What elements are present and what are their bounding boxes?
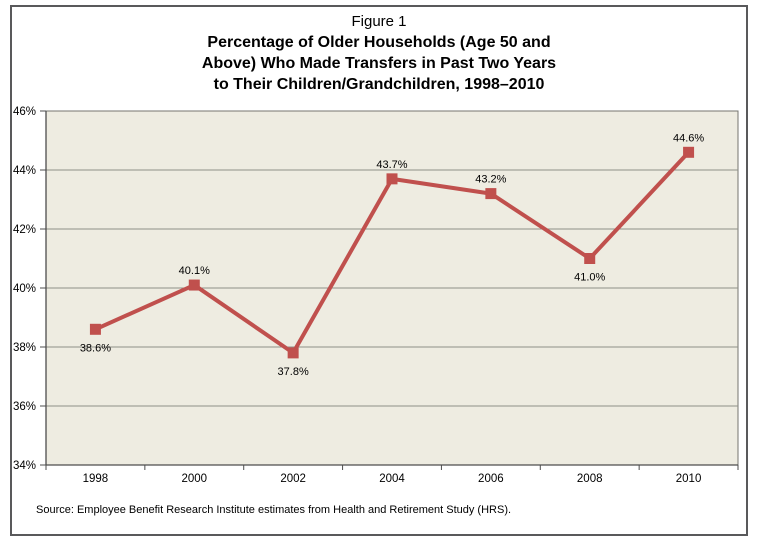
data-label: 38.6% — [80, 342, 111, 354]
x-axis-label: 2006 — [478, 473, 504, 485]
data-point — [188, 279, 200, 291]
data-point — [584, 253, 596, 264]
y-axis-label: 46% — [13, 106, 36, 118]
data-point — [89, 323, 101, 335]
chart-title-line-1: Percentage of Older Households (Age 50 a… — [207, 34, 551, 51]
y-axis-label: 40% — [13, 283, 36, 295]
data-point — [485, 188, 497, 200]
data-label: 44.6% — [673, 132, 704, 144]
data-point — [386, 173, 398, 185]
data-label: 40.1% — [179, 265, 210, 277]
data-label: 37.8% — [278, 366, 309, 378]
data-label: 41.0% — [574, 272, 605, 284]
figure-label: Figure 1 — [351, 13, 407, 30]
source-note: Source: Employee Benefit Research Instit… — [36, 504, 512, 516]
data-point — [287, 347, 299, 359]
data-label: 43.2% — [475, 174, 506, 186]
y-axis-label: 34% — [13, 460, 36, 472]
data-point — [683, 146, 695, 158]
y-axis-label: 42% — [13, 224, 36, 236]
y-axis-label: 44% — [13, 165, 36, 177]
x-axis-label: 2004 — [379, 473, 405, 485]
chart-title-line-2: Above) Who Made Transfers in Past Two Ye… — [201, 55, 557, 72]
x-axis-label: 2008 — [577, 473, 603, 485]
x-axis-label: 2002 — [280, 473, 306, 485]
x-axis-label: 1998 — [83, 473, 109, 485]
chart-title-block: Figure 1 Percentage of Older Households … — [10, 12, 748, 95]
y-axis-label: 38% — [13, 342, 36, 354]
y-axis-label: 36% — [13, 401, 36, 413]
chart-title-line-3: to Their Children/Grandchildren, 1998–20… — [213, 76, 545, 93]
data-label: 43.7% — [376, 159, 407, 171]
x-axis-label: 2010 — [676, 473, 702, 485]
x-axis-label: 2000 — [181, 473, 207, 485]
